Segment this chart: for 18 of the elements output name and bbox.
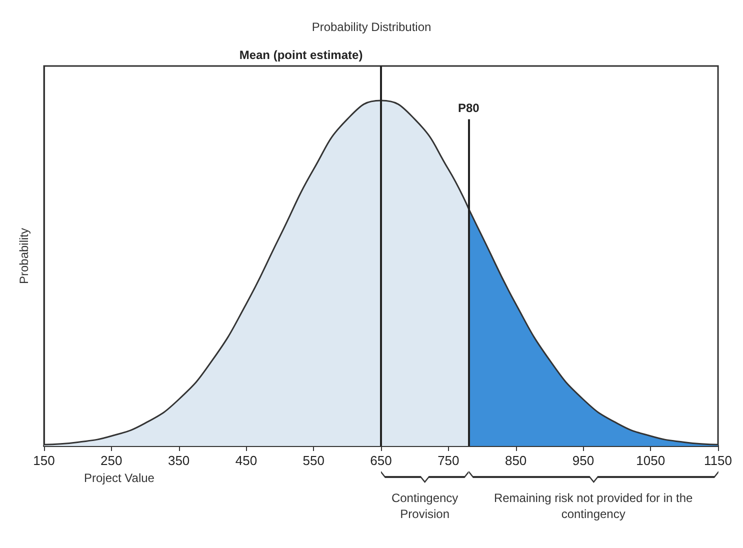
x-tick-label: 650 <box>370 453 392 468</box>
x-tick-label: 250 <box>100 453 122 468</box>
x-axis-title: Project Value <box>84 471 155 485</box>
x-tick-label: 850 <box>504 453 527 468</box>
x-tick-label: 750 <box>438 453 460 468</box>
x-tick-label: 150 <box>33 453 55 468</box>
text: Contingency Provision <box>391 491 458 521</box>
x-tick-label: 550 <box>302 453 324 468</box>
ref-line-label: Mean (point estimate) <box>239 48 363 62</box>
text: Remaining risk not provided for in the contingency <box>494 491 694 521</box>
x-tick-label: 1050 <box>636 453 666 468</box>
x-tick-label: 450 <box>235 453 258 468</box>
x-tick-label: 1150 <box>704 453 732 468</box>
x-tick-label: 950 <box>572 453 594 468</box>
x-tick-label: 350 <box>168 453 190 468</box>
ref-line-label: P80 <box>458 101 480 116</box>
y-axis-title: Probability <box>17 228 31 284</box>
chart-title: Probability Distribution <box>312 20 432 34</box>
